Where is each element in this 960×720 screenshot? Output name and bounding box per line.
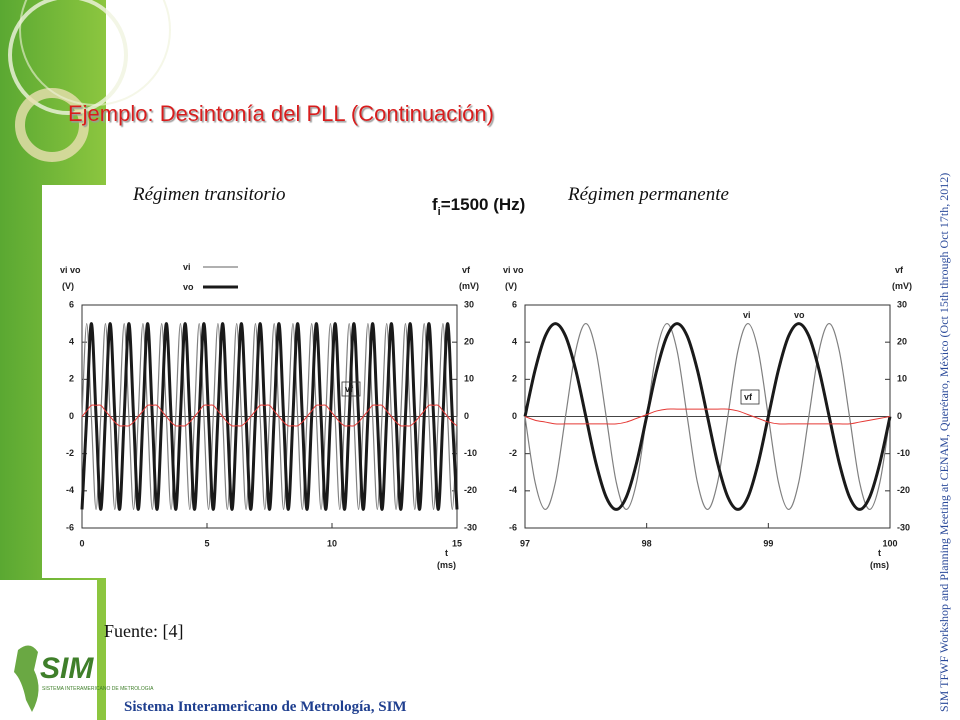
y2-tick-label: -10 xyxy=(464,448,477,458)
y-axis-unit: (V) xyxy=(505,281,517,291)
freq-label: fi=1500 (Hz) xyxy=(432,195,525,218)
y-tick-label: 2 xyxy=(69,374,74,384)
logo-name: SIM xyxy=(40,652,94,685)
chart: Régimen transitorio-6-4-20246-30-20-1001… xyxy=(60,184,479,570)
x-tick-label: 15 xyxy=(452,538,462,548)
series-line xyxy=(524,408,891,425)
series-line xyxy=(81,404,458,427)
y2-tick-label: -20 xyxy=(897,485,910,495)
y-axis-unit: (V) xyxy=(62,281,74,291)
x-axis-label: t xyxy=(878,548,881,558)
logo: SIM SISTEMA INTERAMERICANO DE METROLOGIA xyxy=(14,645,154,712)
series-line xyxy=(81,322,458,511)
annotation: vf xyxy=(345,384,354,394)
footer: Sistema Interamericano de Metrología, SI… xyxy=(124,699,407,715)
y2-axis-unit: (mV) xyxy=(459,281,479,291)
x-axis-unit: (ms) xyxy=(437,560,456,570)
y-tick-label: 0 xyxy=(69,411,74,421)
y-tick-label: 4 xyxy=(69,337,74,347)
logo-sub: SISTEMA INTERAMERICANO DE METROLOGIA xyxy=(42,686,154,692)
x-tick-label: 0 xyxy=(79,538,84,548)
y2-tick-label: 10 xyxy=(464,374,474,384)
y2-tick-label: 30 xyxy=(464,299,474,309)
y-tick-label: -6 xyxy=(509,522,517,532)
y-axis-label: vi vo xyxy=(60,265,81,275)
y2-tick-label: 10 xyxy=(897,374,907,384)
source: Fuente: [4] xyxy=(104,621,183,641)
logo-map xyxy=(14,645,39,712)
annotation-box xyxy=(341,381,361,397)
y-axis-label: vi vo xyxy=(503,265,524,275)
annotation-box xyxy=(740,389,760,405)
annotation: vo xyxy=(794,310,805,320)
y2-tick-label: 20 xyxy=(464,337,474,347)
deco-circle xyxy=(15,88,89,162)
y2-tick-label: 20 xyxy=(897,337,907,347)
freq-base: f xyxy=(432,195,438,214)
y2-tick-label: -10 xyxy=(897,448,910,458)
side-strip xyxy=(97,580,106,720)
x-tick-label: 100 xyxy=(882,538,897,548)
deco-circle xyxy=(19,0,171,106)
annotation: vf xyxy=(744,392,753,402)
y2-axis-label: vf xyxy=(895,265,904,275)
legend-label: vi xyxy=(183,262,191,272)
freq-rest: =1500 (Hz) xyxy=(441,195,526,214)
y-tick-label: -4 xyxy=(66,485,74,495)
series-line xyxy=(524,322,891,511)
y-tick-label: 2 xyxy=(512,374,517,384)
y2-tick-label: -30 xyxy=(897,522,910,532)
y-tick-label: 4 xyxy=(512,337,517,347)
legend-label: vo xyxy=(183,282,194,292)
y-tick-label: 6 xyxy=(512,299,517,309)
x-tick-label: 5 xyxy=(204,538,209,548)
y2-tick-label: 0 xyxy=(897,411,902,421)
y2-axis-unit: (mV) xyxy=(892,281,912,291)
y-tick-label: -2 xyxy=(509,448,517,458)
y2-tick-label: -30 xyxy=(464,522,477,532)
side-note: SIM TFWF Workshop and Planning Meeting a… xyxy=(937,173,951,712)
series-line xyxy=(523,322,892,511)
freq-sub: i xyxy=(438,206,441,218)
chart: Régimen permanente-6-4-20246-30-20-10010… xyxy=(503,184,912,570)
y-tick-label: -6 xyxy=(66,522,74,532)
x-axis-label: t xyxy=(445,548,448,558)
deco-circle xyxy=(8,0,128,115)
x-tick-label: 99 xyxy=(763,538,773,548)
x-tick-label: 98 xyxy=(642,538,652,548)
y2-axis-label: vf xyxy=(462,265,471,275)
y2-tick-label: 30 xyxy=(897,299,907,309)
y-tick-label: 6 xyxy=(69,299,74,309)
series-line xyxy=(80,322,459,511)
y-tick-label: -4 xyxy=(509,485,517,495)
chart-title: Régimen transitorio xyxy=(132,184,286,205)
slide-title: Ejemplo: Desintonía del PLL (Continuació… xyxy=(68,101,494,126)
x-axis-unit: (ms) xyxy=(870,560,889,570)
y2-tick-label: -20 xyxy=(464,485,477,495)
x-tick-label: 97 xyxy=(520,538,530,548)
y-tick-label: 0 xyxy=(512,411,517,421)
y2-tick-label: 0 xyxy=(464,411,469,421)
chart-title: Régimen permanente xyxy=(567,184,729,205)
annotation: vi xyxy=(743,310,751,320)
x-tick-label: 10 xyxy=(327,538,337,548)
y-tick-label: -2 xyxy=(66,448,74,458)
